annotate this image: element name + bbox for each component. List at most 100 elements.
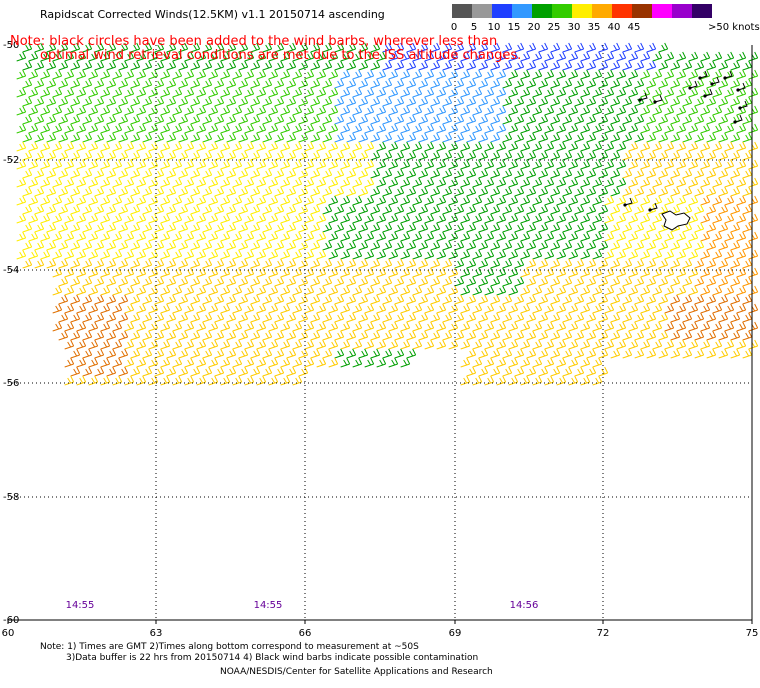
wind-barb <box>274 96 285 107</box>
wind-barb <box>538 330 549 341</box>
wind-barb <box>550 276 561 287</box>
wind-barb <box>712 249 723 260</box>
wind-barb <box>220 357 231 368</box>
wind-barb <box>478 348 489 359</box>
wind-barb <box>670 348 681 359</box>
wind-barb <box>514 168 525 179</box>
wind-barb <box>16 177 27 188</box>
wind-barb <box>622 132 633 143</box>
wind-barb <box>148 339 159 350</box>
wind-barb <box>220 51 231 62</box>
wind-barb <box>250 78 261 89</box>
wind-barb <box>646 168 657 179</box>
wind-barb <box>502 312 513 323</box>
wind-barb <box>136 69 147 80</box>
wind-barb <box>496 195 507 206</box>
wind-barb <box>442 132 453 143</box>
wind-barb <box>640 123 651 134</box>
wind-barb <box>484 69 495 80</box>
wind-barb <box>358 276 369 287</box>
wind-barb <box>238 294 249 305</box>
wind-barb <box>376 231 387 242</box>
wind-barb <box>64 213 75 224</box>
wind-barb <box>70 240 81 251</box>
wind-barb <box>688 267 699 278</box>
wind-barb <box>742 96 753 107</box>
wind-barb <box>100 87 111 98</box>
contamination-circle <box>638 98 642 102</box>
wind-barb <box>400 285 411 296</box>
wind-barb <box>82 186 93 197</box>
wind-barb <box>88 159 99 170</box>
wind-barb <box>292 87 303 98</box>
wind-barb <box>310 312 321 323</box>
wind-barb <box>190 204 201 215</box>
wind-barb <box>454 294 465 305</box>
wind-barb <box>556 339 567 350</box>
wind-barb <box>658 78 669 89</box>
wind-barb <box>88 177 99 188</box>
wind-barb <box>598 42 609 53</box>
wind-barb <box>616 267 627 278</box>
wind-barb <box>112 285 123 296</box>
wind-barb <box>436 51 447 62</box>
wind-barb <box>688 213 699 224</box>
wind-barb <box>640 303 651 314</box>
wind-barb <box>748 267 759 278</box>
wind-barb <box>394 42 405 53</box>
wind-barb <box>724 285 735 296</box>
wind-barb <box>490 330 501 341</box>
wind-barb <box>490 258 501 269</box>
wind-barb <box>574 186 585 197</box>
wind-barb <box>82 276 93 287</box>
wind-barb <box>592 177 603 188</box>
wind-barb <box>616 321 627 332</box>
wind-barb <box>190 240 201 251</box>
wind-barb <box>250 96 261 107</box>
wind-barb <box>622 150 633 161</box>
wind-barb <box>550 186 561 197</box>
wind-barb <box>724 105 735 116</box>
wind-barb <box>682 240 693 251</box>
wind-barb <box>208 285 219 296</box>
wind-barb <box>616 249 627 260</box>
wind-barb <box>214 42 225 53</box>
wind-barb <box>424 69 435 80</box>
wind-barb <box>658 258 669 269</box>
wind-barb <box>160 69 171 80</box>
wind-barb <box>370 186 381 197</box>
wind-barb <box>526 60 537 71</box>
wind-barb <box>298 330 309 341</box>
wind-barb <box>742 294 753 305</box>
wind-barb <box>634 78 645 89</box>
longitude-label: 63 <box>150 628 163 639</box>
wind-barb <box>52 249 63 260</box>
wind-barb <box>448 249 459 260</box>
wind-barb <box>88 105 99 116</box>
wind-barb <box>652 249 663 260</box>
wind-barb <box>202 204 213 215</box>
wind-barb <box>538 42 549 53</box>
wind-barb <box>406 132 417 143</box>
wind-barb <box>274 132 285 143</box>
wind-barb <box>166 366 177 377</box>
wind-barb <box>544 339 555 350</box>
wind-barb <box>388 357 399 368</box>
wind-barb <box>298 240 309 251</box>
wind-barb <box>352 141 363 152</box>
wind-barb <box>418 132 429 143</box>
wind-barb <box>328 285 339 296</box>
wind-barb <box>694 132 705 143</box>
wind-barb <box>412 231 423 242</box>
wind-barb <box>442 42 453 53</box>
wind-barb <box>256 123 267 134</box>
wind-barb <box>640 321 651 332</box>
wind-barb <box>238 204 249 215</box>
wind-barb <box>196 339 207 350</box>
wind-barb <box>472 141 483 152</box>
wind-barb <box>226 132 237 143</box>
wind-barb <box>622 96 633 107</box>
wind-barb <box>346 150 357 161</box>
wind-barb <box>454 330 465 341</box>
